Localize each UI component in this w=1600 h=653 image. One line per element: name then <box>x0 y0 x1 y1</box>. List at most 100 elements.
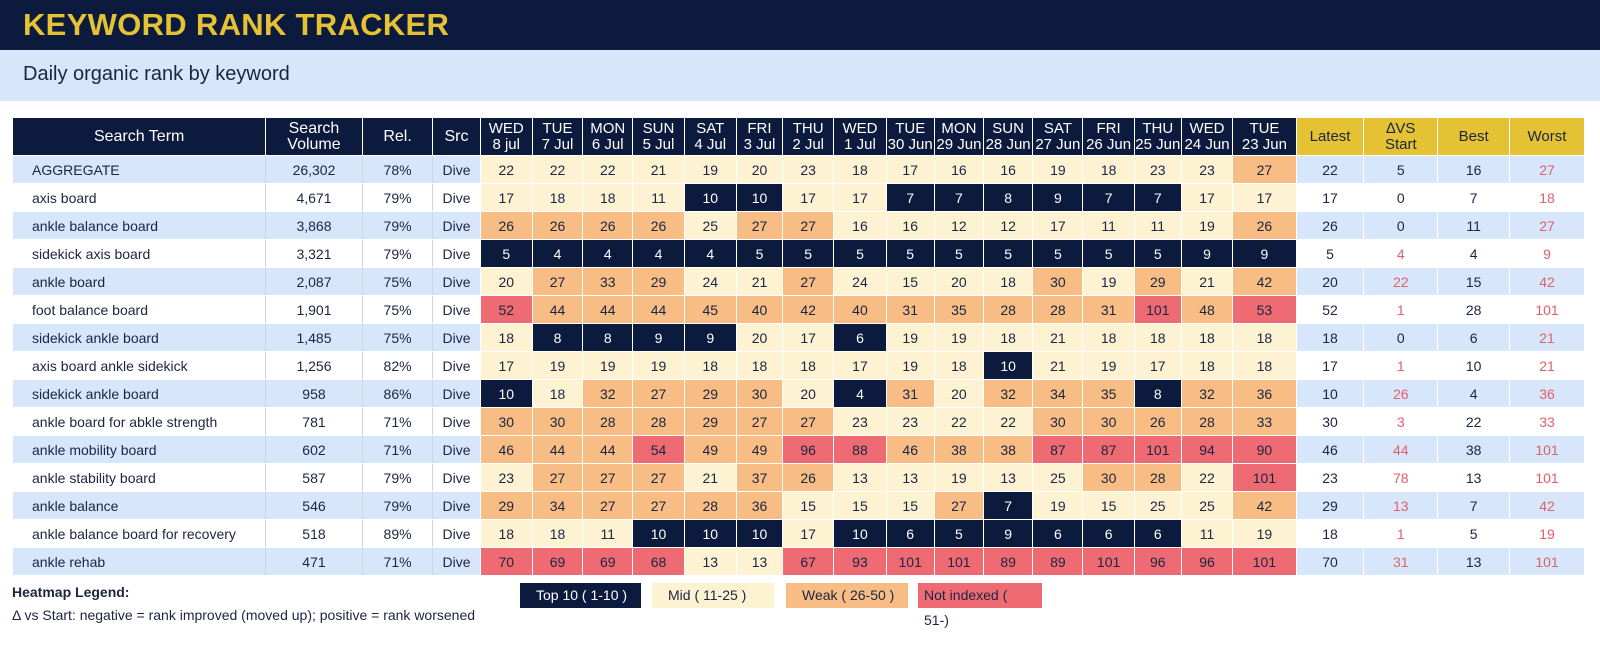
header-date[interactable]: SUN 5 Jul <box>632 117 685 156</box>
search-volume-cell: 2,087 <box>265 267 363 296</box>
table-row[interactable]: ankle balance board for recovery 518 89% Di… <box>11 519 1586 548</box>
header-date[interactable]: TUE 7 Jul <box>531 117 584 156</box>
rank-cell: 26 <box>582 211 634 240</box>
worst-cell: 21 <box>1508 323 1586 352</box>
rank-cell: 28 <box>1133 463 1182 492</box>
rank-cell: 13 <box>683 547 737 576</box>
header-date[interactable]: WED 8 jul <box>479 117 533 156</box>
rank-cell: 20 <box>735 155 784 184</box>
rank-cell: 19 <box>885 323 935 352</box>
search-volume-cell: 958 <box>265 379 363 408</box>
latest-cell: 10 <box>1295 379 1365 408</box>
rank-cell: 15 <box>833 491 887 520</box>
header-date[interactable]: MON 29 Jun <box>933 117 985 156</box>
rel-cell: 79% <box>361 491 434 520</box>
table-row[interactable]: ankle rehab 471 71% Dive 70 69 69 68 13 13 67 93 101… <box>11 547 1586 576</box>
header-date[interactable]: THU 2 Jul <box>782 117 835 156</box>
table-row[interactable]: ankle mobility board 602 71% Dive 46 44 44 54 49… <box>11 435 1586 464</box>
header-search-term[interactable]: Search Term <box>11 117 267 156</box>
rank-cell: 17 <box>479 351 533 380</box>
rank-cell: 7 <box>1082 183 1135 212</box>
rank-cell: 27 <box>782 407 835 436</box>
rank-cell: 31 <box>1082 295 1135 324</box>
header-date[interactable]: THU 25 Jun <box>1133 117 1182 156</box>
rank-cell: 26 <box>479 211 533 240</box>
latest-cell: 23 <box>1295 463 1365 492</box>
header-date[interactable]: TUE 23 Jun <box>1232 117 1297 156</box>
rank-cell: 5 <box>1133 239 1182 268</box>
rank-cell: 4 <box>833 379 887 408</box>
worst-cell: 42 <box>1508 491 1586 520</box>
rank-cell: 15 <box>885 491 935 520</box>
rank-cell: 18 <box>1082 155 1135 184</box>
table-row[interactable]: foot balance board 1,901 75% Dive 52 44 44 44 45… <box>11 295 1586 324</box>
header-date[interactable]: SUN 28 Jun <box>983 117 1034 156</box>
src-cell: Dive <box>432 155 481 184</box>
header-delta-vs-start[interactable]: ∆VS Start <box>1363 117 1439 156</box>
rank-cell: 15 <box>1082 491 1135 520</box>
delta-cell: 31 <box>1363 547 1439 576</box>
table-row[interactable]: ankle board for abkle strength 781 71% Dive… <box>11 407 1586 436</box>
rank-cell: 18 <box>1133 323 1182 352</box>
search-volume-cell: 1,256 <box>265 351 363 380</box>
keyword-cell: AGGREGATE <box>11 155 267 184</box>
header-best[interactable]: Best <box>1437 117 1510 156</box>
rank-cell: 27 <box>735 211 784 240</box>
header-date[interactable]: FRI 26 Jun <box>1082 117 1135 156</box>
rank-cell: 101 <box>933 547 985 576</box>
rel-cell: 71% <box>361 547 434 576</box>
rank-cell: 18 <box>735 351 784 380</box>
rank-cell: 22 <box>582 155 634 184</box>
header-date[interactable]: SAT 27 Jun <box>1032 117 1084 156</box>
table-row[interactable]: ankle stability board 587 79% Dive 23 27 27 27 2… <box>11 463 1586 492</box>
rank-cell: 28 <box>1032 295 1084 324</box>
header-date[interactable]: FRI 3 Jul <box>735 117 784 156</box>
search-volume-cell: 781 <box>265 407 363 436</box>
delta-cell: 4 <box>1363 239 1439 268</box>
header-latest[interactable]: Latest <box>1295 117 1365 156</box>
rank-cell: 52 <box>479 295 533 324</box>
header-date[interactable]: SAT 4 Jul <box>683 117 737 156</box>
rank-cell: 25 <box>683 211 737 240</box>
header-date[interactable]: WED 1 Jul <box>833 117 887 156</box>
rank-cell: 8 <box>582 323 634 352</box>
table-row[interactable]: axis board ankle sidekick 1,256 82% Dive 17 1… <box>11 351 1586 380</box>
keyword-cell: ankle balance <box>11 491 267 520</box>
header-rel[interactable]: Rel. <box>361 117 434 156</box>
rank-cell: 18 <box>782 351 835 380</box>
rank-cell: 93 <box>833 547 887 576</box>
header-worst[interactable]: Worst <box>1508 117 1586 156</box>
rank-cell: 5 <box>782 239 835 268</box>
rank-cell: 36 <box>735 491 784 520</box>
rank-cell: 28 <box>582 407 634 436</box>
header-date[interactable]: MON 6 Jul <box>582 117 634 156</box>
src-cell: Dive <box>432 351 481 380</box>
rank-cell: 18 <box>933 351 985 380</box>
src-cell: Dive <box>432 267 481 296</box>
rank-cell: 19 <box>1232 519 1297 548</box>
table-row[interactable]: sidekick axis board 3,321 79% Dive 5 4 4 4 4 5 5 5 5… <box>11 239 1586 268</box>
rank-cell: 26 <box>1133 407 1182 436</box>
header-date[interactable]: TUE 30 Jun <box>885 117 935 156</box>
rank-cell: 13 <box>983 463 1034 492</box>
table-row[interactable]: axis board 4,671 79% Dive 17 18 18 11 10 10 17 17 7 7… <box>11 183 1586 212</box>
rank-cell: 21 <box>1032 323 1084 352</box>
table-row[interactable]: sidekick ankle board 958 86% Dive 10 18 32 27 29… <box>11 379 1586 408</box>
rank-cell: 4 <box>683 239 737 268</box>
header-search-volume[interactable]: Search Volume <box>265 117 363 156</box>
table-row[interactable]: ankle board 2,087 75% Dive 20 27 33 29 24 21 27 24 1… <box>11 267 1586 296</box>
search-volume-cell: 3,321 <box>265 239 363 268</box>
worst-cell: 9 <box>1508 239 1586 268</box>
rel-cell: 79% <box>361 463 434 492</box>
rank-cell: 9 <box>1180 239 1234 268</box>
table-row[interactable]: sidekick ankle board 1,485 75% Dive 18 8 8 9 9 20… <box>11 323 1586 352</box>
table-row[interactable]: ankle balance board 3,868 79% Dive 26 26 26 26 2… <box>11 211 1586 240</box>
rank-cell: 6 <box>1032 519 1084 548</box>
legend-note: Δ vs Start: negative = rank improved (mo… <box>12 607 476 623</box>
table-row[interactable]: AGGREGATE 26,302 78% Dive 22 22 22 21 19 20 23 18 17… <box>11 155 1586 184</box>
header-src[interactable]: Src <box>432 117 481 156</box>
legend-not-indexed-swatch: Not indexed ( 51-) <box>918 583 1042 628</box>
worst-cell: 18 <box>1508 183 1586 212</box>
header-date[interactable]: WED 24 Jun <box>1180 117 1234 156</box>
table-row[interactable]: ankle balance 546 79% Dive 29 34 27 27 28 36 15 15 1… <box>11 491 1586 520</box>
